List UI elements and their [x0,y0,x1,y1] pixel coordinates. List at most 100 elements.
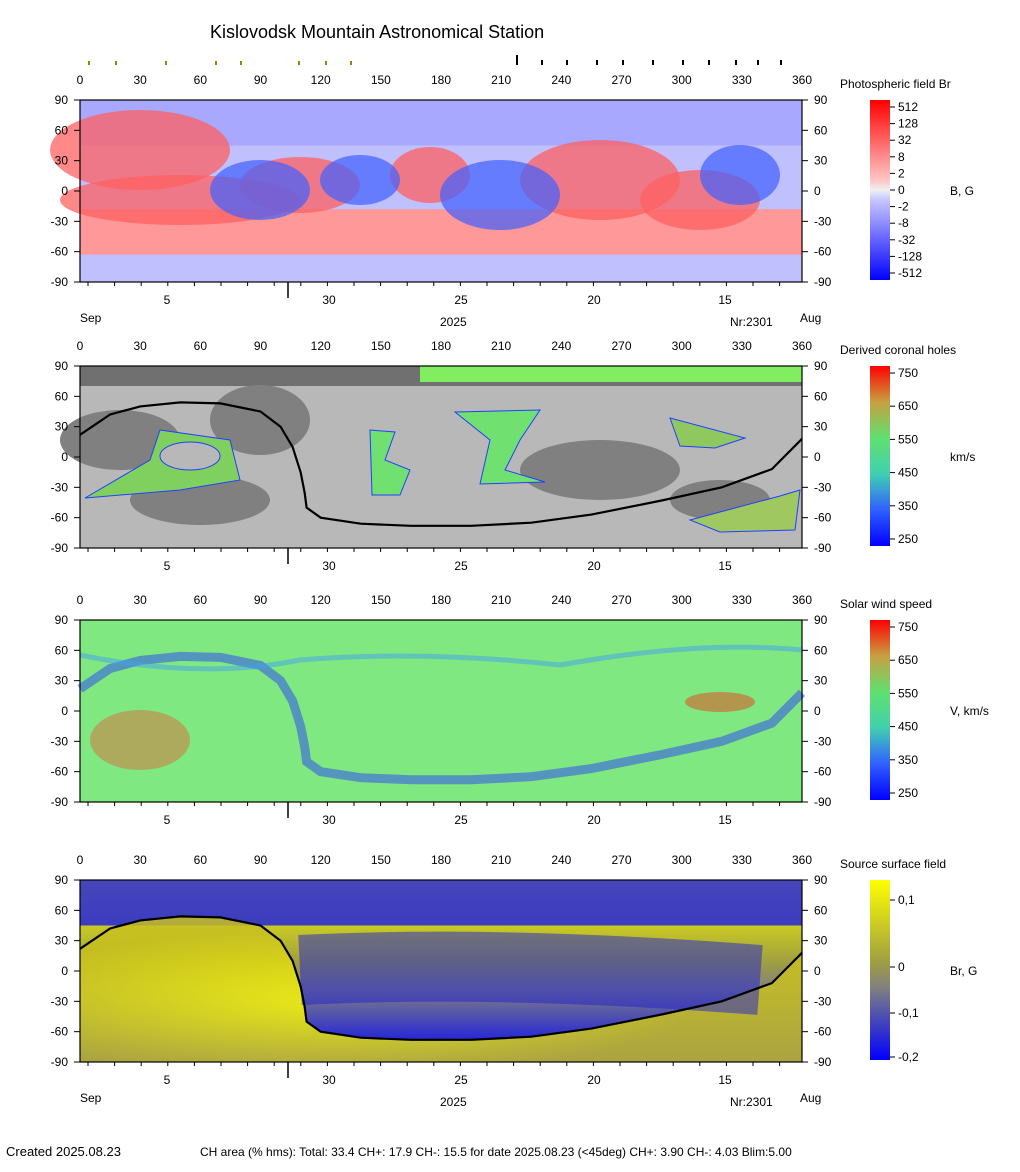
x-tick-label: 120 [311,339,331,353]
date-tick-label: 25 [454,293,468,307]
y-tick-label: 0 [61,184,68,198]
colorbar-label: 32 [898,133,912,147]
date-tick-label: 25 [454,1073,468,1087]
y-tick-label: 60 [55,123,69,137]
rotation-markers [88,55,782,65]
y-tick-label-right: 60 [814,123,828,137]
y-tick-label-right: 0 [814,704,821,718]
x-tick-label: 240 [551,339,571,353]
x-tick-label: 120 [311,73,331,87]
y-tick-label-right: -90 [814,275,832,289]
x-tick-label: 270 [611,593,631,607]
x-tick-label: 210 [491,73,511,87]
rotation-number: Nr:2301 [730,315,773,329]
colorbar-label: 350 [898,753,918,767]
y-tick-label-right: -60 [814,1025,832,1039]
ch-area-stats: CH area (% hms): Total: 33.4 CH+: 17.9 C… [200,1145,792,1159]
x-tick-label: 180 [431,339,451,353]
rotation-number: Nr:2301 [730,1095,773,1109]
date-tick-label: 30 [322,1073,336,1087]
y-tick-label: 90 [55,613,69,627]
y-tick-label: 30 [55,420,69,434]
x-tick-label: 270 [611,73,631,87]
y-tick-label-right: 90 [814,613,828,627]
y-tick-label-right: -30 [814,994,832,1008]
y-tick-label: 30 [55,154,69,168]
colorbar-label: 0 [898,183,905,197]
date-tick-label: 5 [164,293,171,307]
x-tick-label: 270 [611,339,631,353]
x-tick-label: 0 [77,593,84,607]
panel-title: Photospheric field Br [840,77,951,91]
x-tick-label: 60 [194,593,208,607]
colorbar-label: -8 [898,216,909,230]
x-tick-label: 360 [792,853,812,867]
x-tick-label: 330 [732,339,752,353]
x-tick-label: 60 [194,853,208,867]
colorbar-label: 750 [898,366,918,380]
y-tick-label-right: -60 [814,245,832,259]
x-tick-label: 210 [491,853,511,867]
y-tick-label-right: 60 [814,389,828,403]
date-tick-label: 5 [164,559,171,573]
y-tick-label-right: -90 [814,1055,832,1069]
x-tick-label: 120 [311,853,331,867]
x-tick-label: 30 [133,853,147,867]
y-tick-label: 30 [55,934,69,948]
month-left: Sep [80,311,102,325]
x-tick-label: 300 [672,73,692,87]
y-tick-label: 0 [61,964,68,978]
y-tick-label: -60 [51,245,69,259]
colorbar-label: 350 [898,499,918,513]
panel-unit: B, G [950,184,974,198]
date-tick-label: 5 [164,813,171,827]
neutral-line [79,915,803,1041]
y-tick-label-right: 30 [814,674,828,688]
colorbar-label: 550 [898,432,918,446]
date-tick-label: 30 [322,293,336,307]
y-tick-label-right: 60 [814,903,828,917]
colorbar [870,620,890,800]
x-tick-label: 90 [254,73,268,87]
y-tick-label: -90 [51,275,69,289]
x-tick-label: 150 [371,339,391,353]
date-tick-label: 15 [718,559,732,573]
y-tick-label: -30 [51,214,69,228]
y-tick-label: -90 [51,541,69,555]
x-tick-label: 60 [194,73,208,87]
y-tick-label-right: 0 [814,964,821,978]
y-tick-label-right: -30 [814,480,832,494]
date-tick-label: 15 [718,813,732,827]
x-tick-label: 360 [792,593,812,607]
year-label: 2025 [440,315,467,329]
y-tick-label-right: -60 [814,511,832,525]
x-tick-label: 300 [672,853,692,867]
colorbar-label: 450 [898,466,918,480]
colorbar-label: 250 [898,786,918,800]
x-tick-label: 180 [431,73,451,87]
x-tick-label: 90 [254,853,268,867]
x-tick-label: 150 [371,593,391,607]
colorbar-label: 128 [898,117,918,131]
y-tick-label: 60 [55,903,69,917]
colorbar-label: 650 [898,653,918,667]
y-tick-label: 90 [55,873,69,887]
x-tick-label: 360 [792,339,812,353]
y-tick-label-right: -90 [814,541,832,555]
y-tick-label-right: 30 [814,934,828,948]
x-tick-label: 180 [431,853,451,867]
panel-title: Derived coronal holes [840,343,956,357]
colorbar [870,366,890,546]
x-tick-label: 90 [254,593,268,607]
colorbar-label: 450 [898,720,918,734]
panel-unit: V, km/s [950,704,989,718]
panel-title: Solar wind speed [840,597,932,611]
colorbar-label: 650 [898,399,918,413]
colorbar-label: 550 [898,686,918,700]
chart-title: Kislovodsk Mountain Astronomical Station [210,22,544,42]
x-tick-label: 330 [732,593,752,607]
date-tick-label: 20 [587,813,601,827]
